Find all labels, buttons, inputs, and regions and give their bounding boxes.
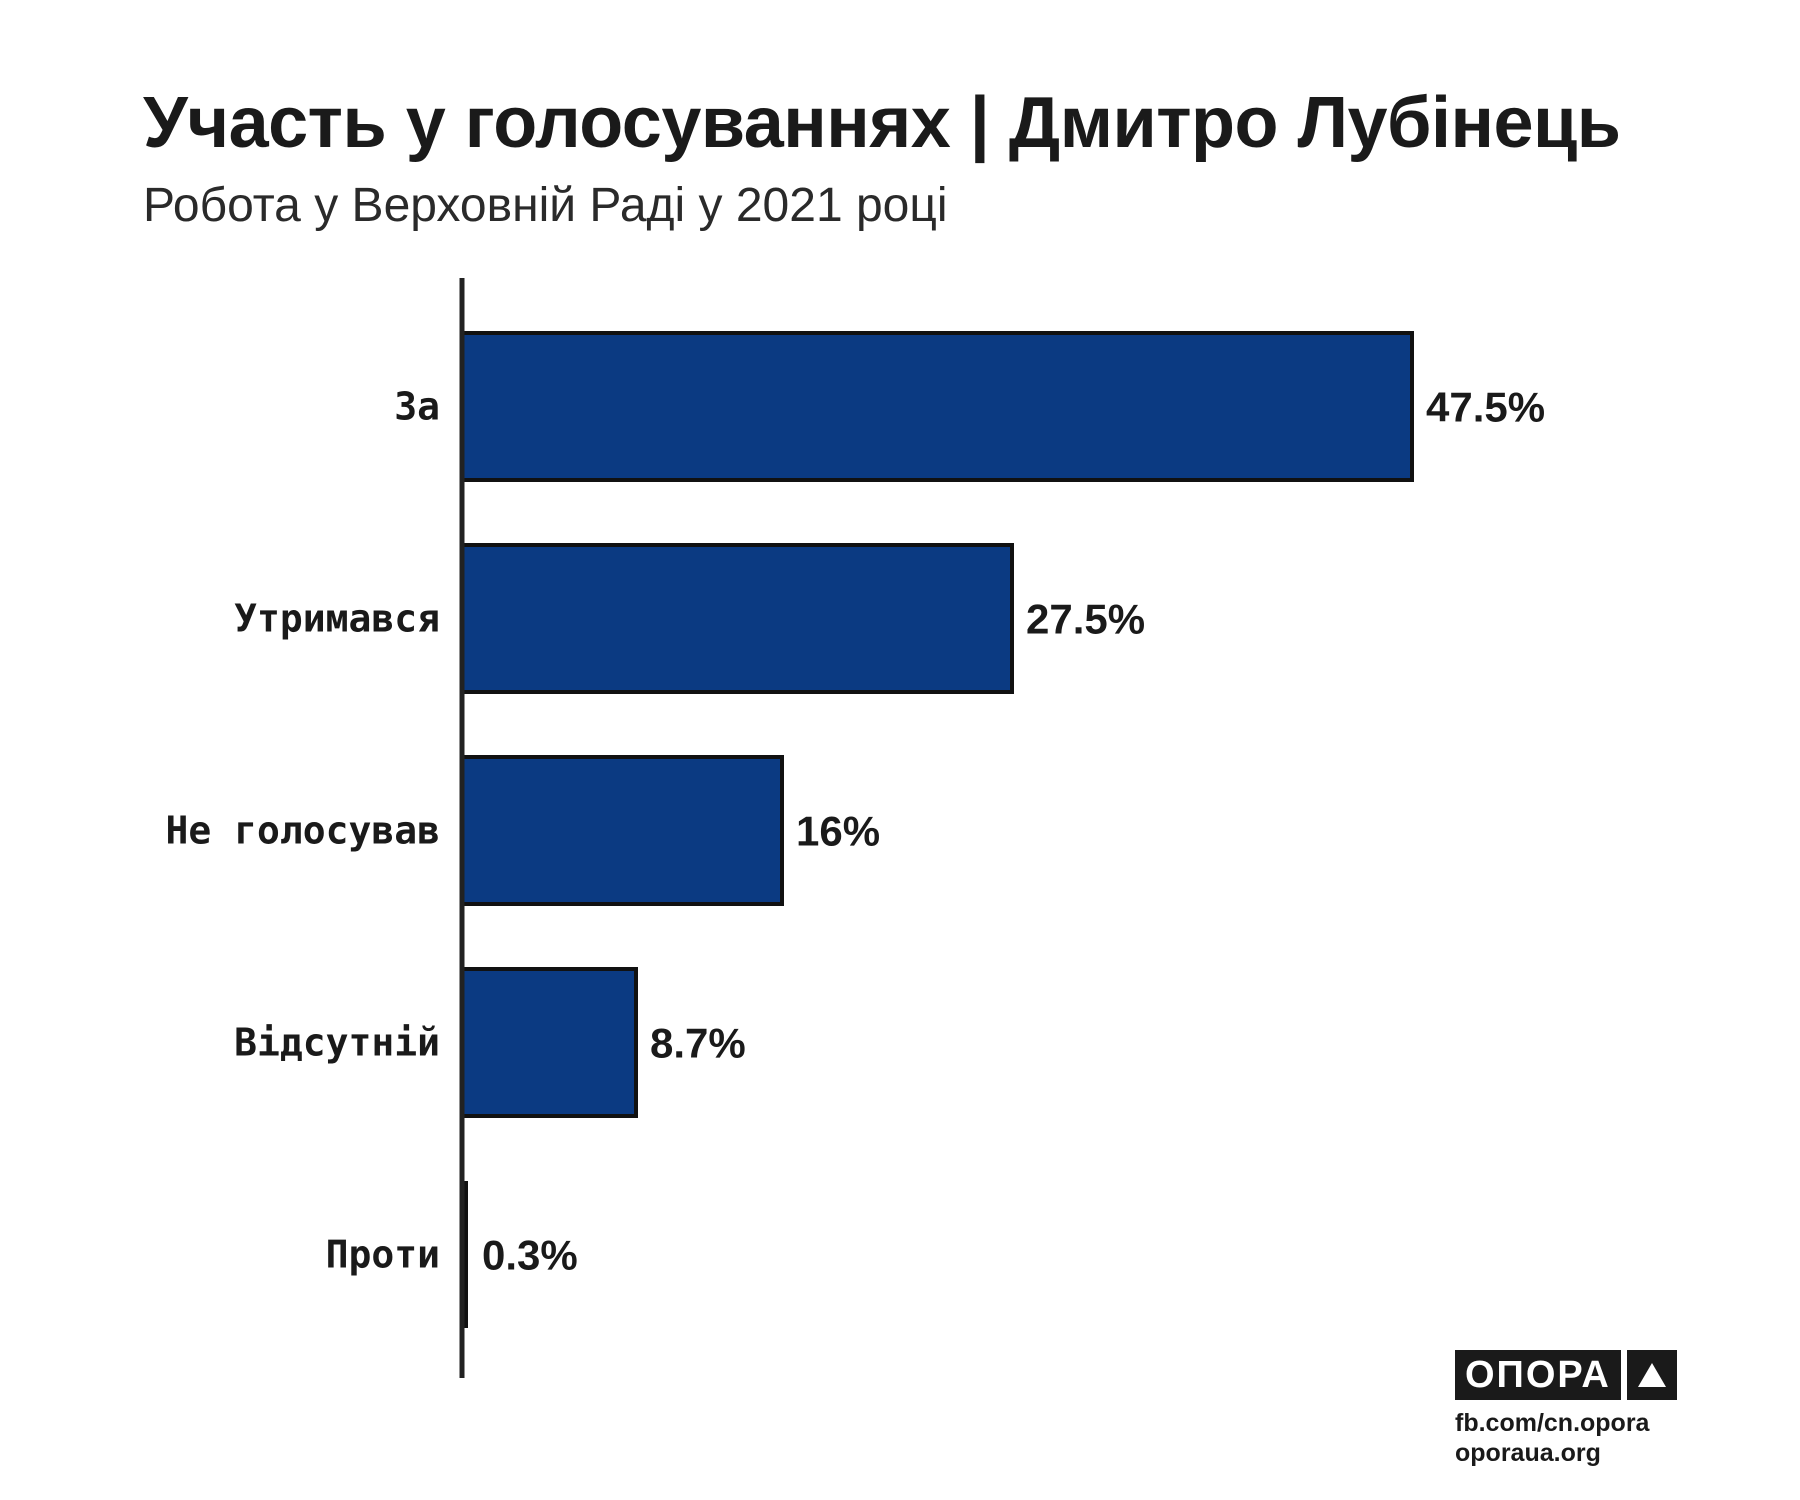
value-label: 8.7% [650,1020,746,1067]
logo-text: ОПОРА [1455,1350,1621,1400]
bar [460,967,638,1118]
source-facebook: fb.com/cn.opora [1455,1409,1650,1437]
category-label: За [394,385,440,429]
chart-subtitle: Робота у Верховній Раді у 2021 році [143,179,948,232]
category-label: Утримався [234,597,440,641]
triangle-icon [1626,1350,1677,1400]
bar [460,543,1014,694]
bar [462,1181,468,1328]
category-label: Відсутній [234,1021,440,1065]
logo-box: ОПОРА [1455,1350,1677,1400]
value-label: 27.5% [1026,596,1145,643]
category-label: Проти [326,1233,440,1277]
bar [460,331,1414,482]
bars-group: За 47.5% Утримався 27.5% Не голосував 16% Відс… [165,331,1545,1328]
value-label: 47.5% [1426,384,1545,431]
opora-logo: ОПОРА fb.com/cn.opora oporaua.org [1455,1350,1677,1468]
bar [460,755,784,906]
category-label: Не голосував [165,809,440,853]
value-label: 16% [796,808,880,855]
chart-title: Участь у голосуваннях | Дмитро Лубінець [143,83,1621,163]
value-label: 0.3% [482,1232,578,1279]
source-website: oporaua.org [1455,1439,1601,1467]
